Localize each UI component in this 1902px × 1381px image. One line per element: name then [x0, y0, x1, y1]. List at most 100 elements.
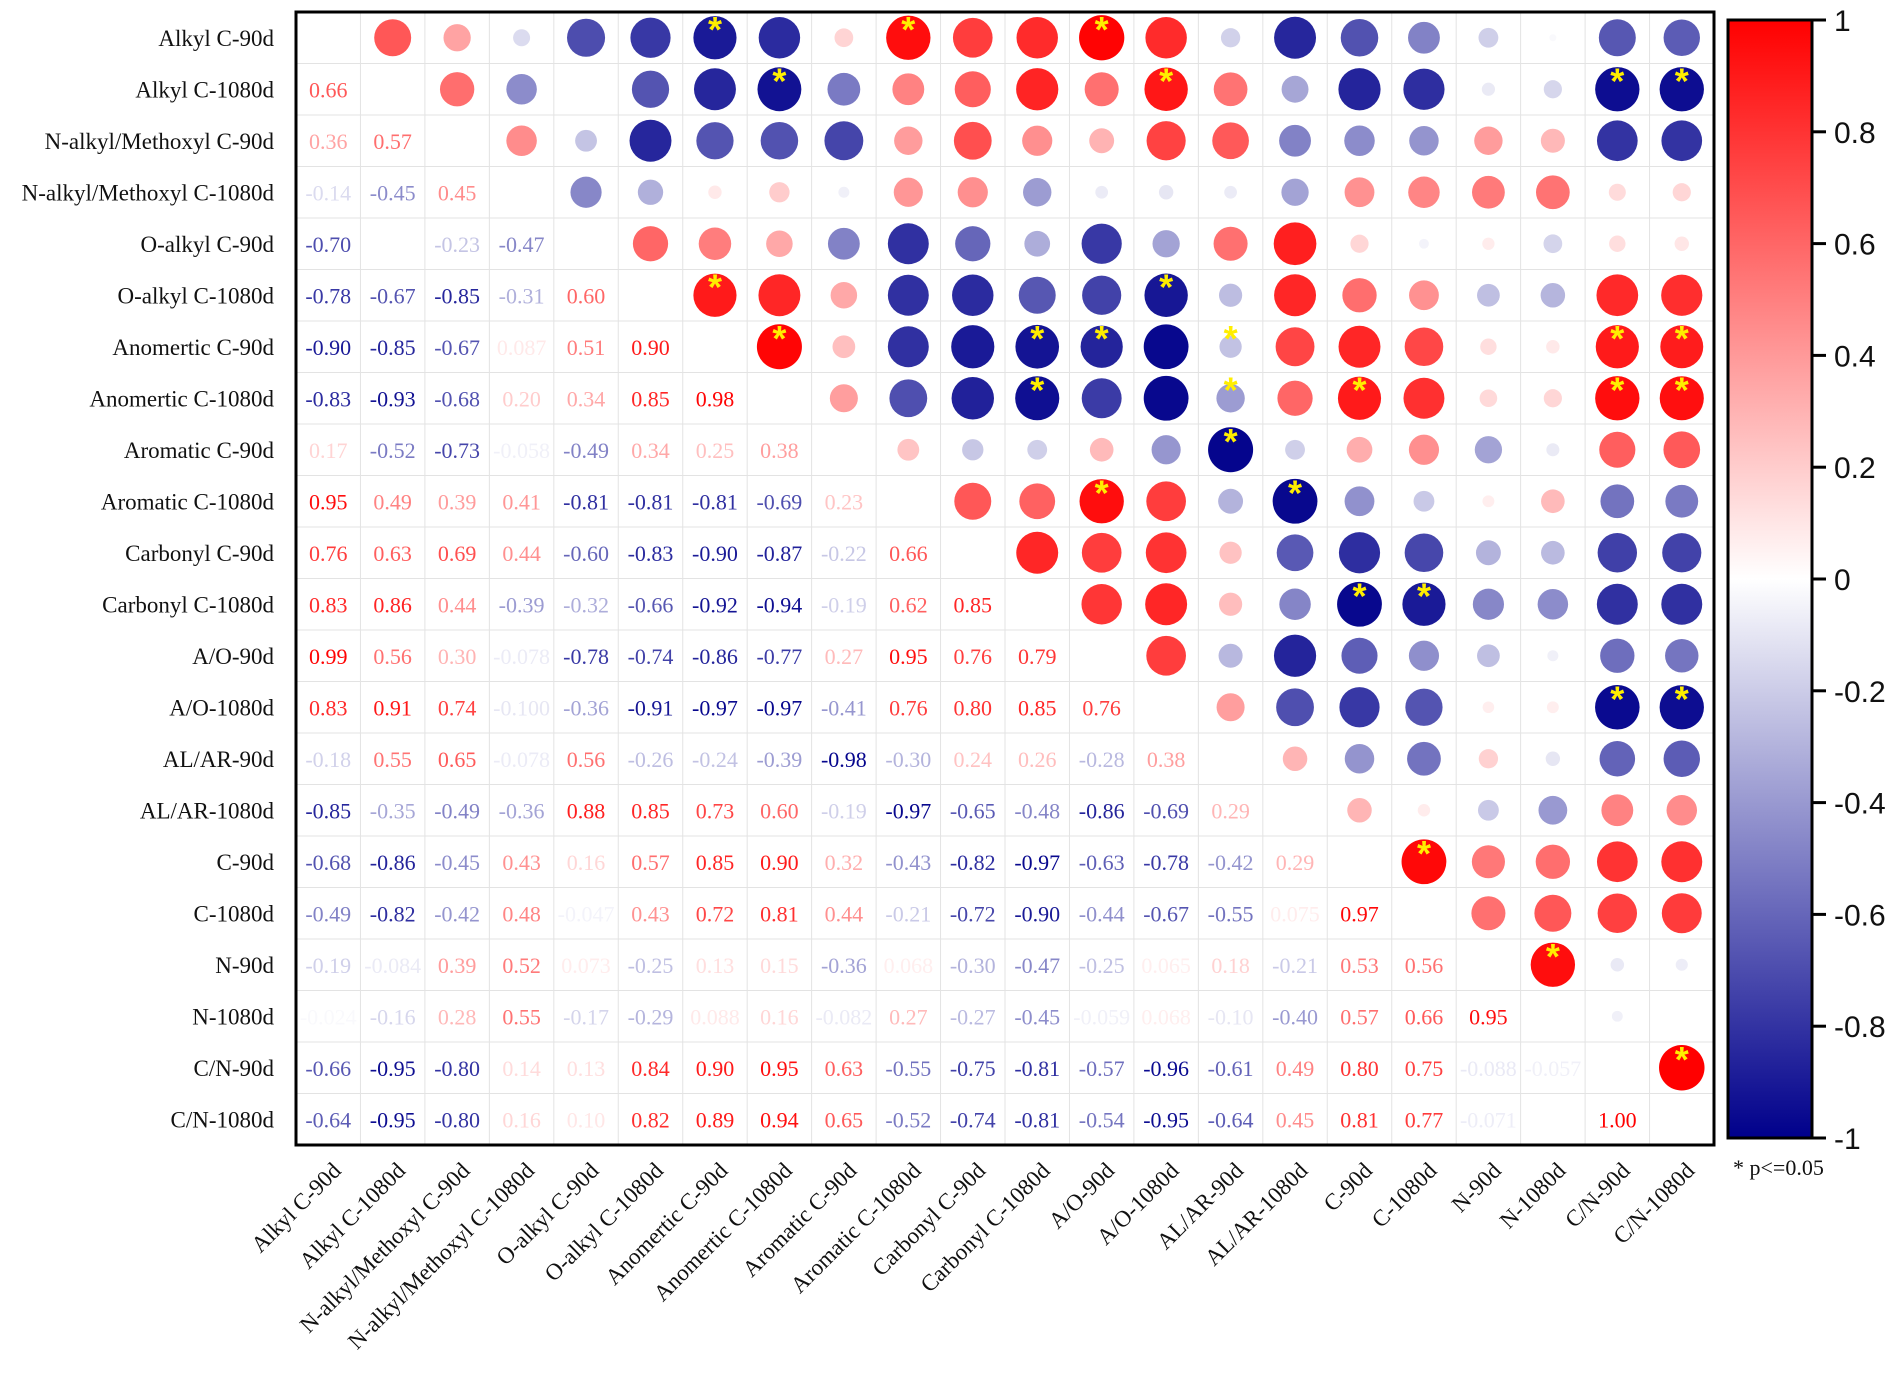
cell-value: -0.057	[1524, 1056, 1581, 1081]
correlation-circle	[952, 274, 994, 316]
significance-star: *	[1675, 369, 1689, 410]
cell-value: 0.90	[696, 1056, 735, 1081]
cell-value: -0.78	[1143, 850, 1189, 875]
cell-value: -0.23	[434, 232, 480, 257]
plot-frame	[294, 10, 1716, 1147]
correlation-circle	[951, 325, 995, 369]
cell-value: -0.49	[434, 798, 480, 823]
cell-value: 0.25	[696, 438, 735, 463]
correlation-circle	[1596, 274, 1639, 317]
cell-value: -0.93	[370, 386, 416, 411]
correlation-circle	[953, 121, 992, 160]
correlation-circle	[1143, 324, 1189, 370]
correlation-circle	[1661, 274, 1703, 316]
significance-star: *	[1095, 472, 1109, 513]
correlation-circle	[1672, 183, 1691, 202]
column-label: N-1080d	[1495, 1158, 1571, 1234]
cell-value: -0.25	[1079, 953, 1125, 978]
cell-value: 0.90	[631, 335, 670, 360]
correlation-circle	[1338, 325, 1381, 368]
cell-value: 0.49	[1276, 1056, 1315, 1081]
correlation-circle	[1595, 684, 1640, 730]
cell-value: 0.80	[954, 695, 993, 720]
cell-value: -0.83	[628, 541, 674, 566]
correlation-circle	[827, 72, 861, 106]
colorbar-tick-label: 0.6	[1834, 229, 1876, 262]
cell-value: -0.088	[1460, 1056, 1517, 1081]
cell-value: 0.76	[889, 695, 928, 720]
correlation-circle	[1595, 325, 1639, 369]
cell-value: -0.41	[821, 695, 867, 720]
colorbar-tick-label: 1	[1834, 5, 1851, 38]
cell-value: -0.21	[885, 901, 931, 926]
correlation-circle	[1350, 234, 1369, 253]
correlation-circle	[1277, 380, 1313, 416]
cell-value: 0.065	[1141, 953, 1191, 978]
correlation-circle	[1659, 1045, 1705, 1091]
cell-value: -0.16	[370, 1004, 416, 1029]
correlation-circle	[1549, 34, 1557, 42]
correlation-circle	[1546, 443, 1560, 457]
correlation-circle	[1541, 489, 1565, 514]
row-label: A/O-1080d	[169, 695, 274, 720]
correlation-circle	[897, 438, 920, 461]
correlation-circle	[1409, 126, 1439, 156]
correlation-circle	[1674, 236, 1689, 251]
cell-value: 0.16	[760, 1004, 799, 1029]
cell-value: 0.53	[1340, 953, 1379, 978]
cell-value: -0.30	[950, 953, 996, 978]
cell-value: -0.25	[628, 953, 674, 978]
correlation-circle	[1089, 128, 1115, 154]
cell-value: -0.19	[305, 953, 351, 978]
correlation-circle	[1281, 178, 1309, 206]
cell-value: 0.94	[760, 1107, 799, 1132]
significance-star: *	[708, 266, 722, 307]
colorbar-tick-label: 0.4	[1834, 340, 1876, 373]
correlation-circle	[1596, 120, 1638, 162]
correlation-circle	[1158, 185, 1174, 200]
significance-star: *	[1224, 369, 1238, 410]
significance-star: *	[1610, 678, 1624, 719]
correlation-circle	[1344, 125, 1375, 157]
correlation-circle	[1538, 795, 1568, 825]
correlation-circle	[1405, 688, 1443, 726]
correlation-circle	[1404, 327, 1444, 367]
column-label: Carbonyl C-90d	[867, 1158, 990, 1281]
significance-star: *	[1352, 369, 1366, 410]
correlation-circle	[1599, 740, 1636, 777]
correlation-circle	[1471, 896, 1506, 931]
colorbar-tick-label: -0.4	[1834, 788, 1886, 821]
correlation-circle	[1018, 276, 1056, 314]
correlation-circle	[1408, 21, 1440, 54]
correlation-circle	[1596, 583, 1638, 625]
row-label: Carbonyl C-90d	[125, 541, 274, 566]
cell-value: 0.98	[696, 386, 735, 411]
cell-value: -0.65	[950, 798, 996, 823]
cell-value: -0.82	[370, 901, 416, 926]
correlation-circle	[1482, 495, 1495, 508]
correlation-circle	[1660, 325, 1704, 369]
cell-value: -0.48	[1014, 798, 1060, 823]
correlation-circle	[1474, 126, 1503, 155]
correlation-circle	[1081, 223, 1122, 264]
correlation-circle	[1596, 841, 1638, 883]
cell-value: -0.14	[305, 180, 351, 205]
correlation-circle	[887, 274, 929, 316]
cell-value: -0.75	[950, 1056, 996, 1081]
correlation-circle	[1663, 19, 1700, 56]
cell-value: -0.81	[563, 489, 609, 514]
cell-value: -0.54	[1079, 1107, 1125, 1132]
correlation-circle	[631, 70, 670, 108]
correlation-circle	[1609, 235, 1626, 252]
cell-value: 0.77	[1405, 1107, 1444, 1132]
column-label: Aromatic C-90d	[738, 1158, 862, 1282]
significance-star: *	[772, 60, 786, 101]
correlation-circle	[1547, 650, 1559, 662]
correlation-circle	[1213, 226, 1248, 261]
correlation-circle	[1337, 376, 1382, 420]
correlation-circle	[758, 17, 801, 59]
correlation-circle	[1151, 435, 1181, 465]
correlation-circle	[1600, 484, 1635, 519]
correlation-circle	[887, 223, 929, 265]
